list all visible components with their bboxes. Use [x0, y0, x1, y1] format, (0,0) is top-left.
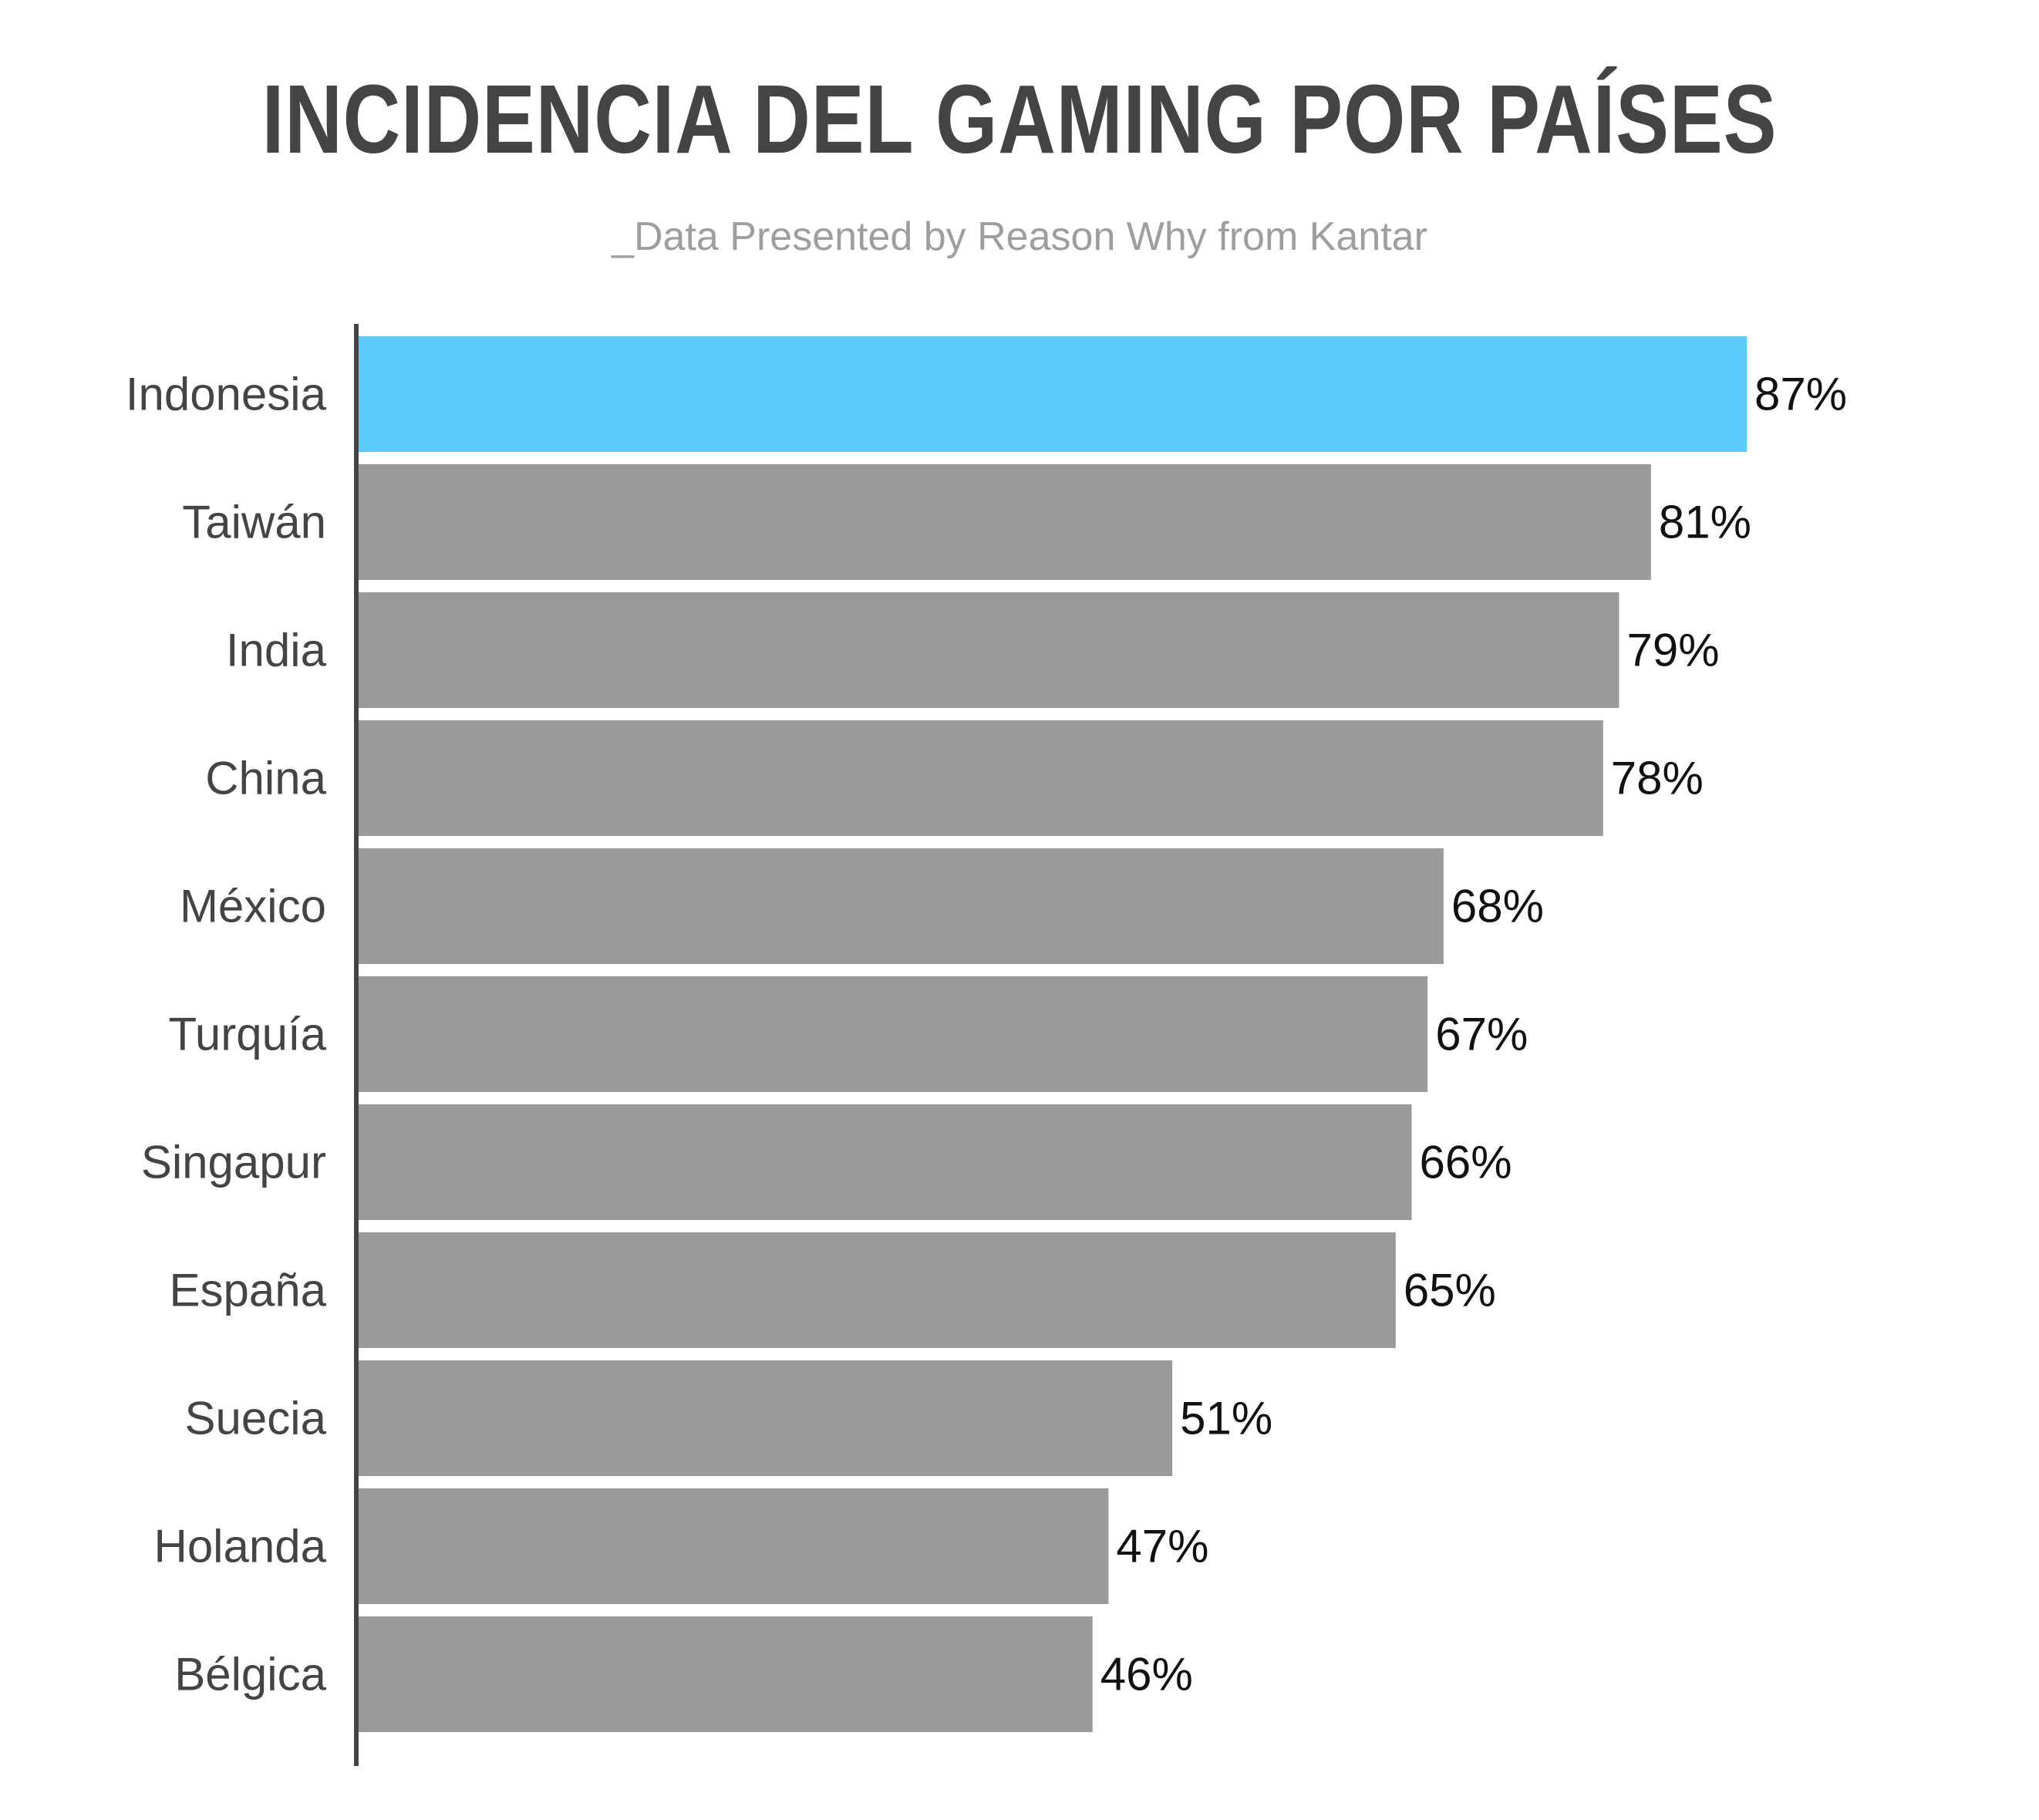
category-label: China: [205, 753, 326, 804]
value-label: 87%: [1754, 369, 1847, 420]
category-label: Turquía: [168, 1009, 326, 1060]
category-labels: Indonesia Taiwán India China México Turquía Si…: [126, 369, 327, 1700]
bar-3: [359, 720, 1603, 836]
category-label: Taiwán: [182, 497, 326, 548]
category-label: Bélgica: [174, 1649, 326, 1700]
bar-2: [359, 592, 1619, 708]
category-label: España: [170, 1265, 327, 1316]
value-label: 51%: [1180, 1393, 1272, 1444]
value-label: 47%: [1116, 1521, 1208, 1572]
bar-8: [359, 1360, 1173, 1476]
chart-subtitle: _Data Presented by Reason Why from Kanta…: [612, 214, 1427, 259]
bars-group: [359, 336, 1747, 1732]
bar-9: [359, 1488, 1109, 1604]
value-labels: 87% 81% 79% 78% 68% 67% 66% 65% 51% 47% 46%: [1100, 369, 1847, 1700]
bar-4: [359, 848, 1444, 964]
bar-10: [359, 1616, 1093, 1732]
value-label: 46%: [1100, 1649, 1193, 1700]
value-label: 65%: [1404, 1265, 1496, 1316]
bar-0: [359, 336, 1747, 452]
category-label: Indonesia: [126, 369, 327, 420]
category-label: México: [180, 881, 326, 932]
value-label: 79%: [1626, 625, 1719, 676]
value-label: 68%: [1451, 881, 1544, 932]
bar-5: [359, 976, 1428, 1092]
value-label: 67%: [1435, 1009, 1528, 1060]
chart-title: INCIDENCIA DEL GAMING POR PAÍSES: [261, 65, 1778, 174]
value-label: 66%: [1420, 1137, 1512, 1188]
bar-1: [359, 464, 1651, 580]
bar-7: [359, 1232, 1396, 1348]
value-label: 78%: [1611, 753, 1704, 804]
value-label: 81%: [1659, 497, 1751, 548]
category-label: India: [226, 625, 327, 676]
category-label: Suecia: [185, 1393, 327, 1444]
category-label: Holanda: [153, 1521, 326, 1572]
category-label: Singapur: [141, 1137, 326, 1188]
bar-6: [359, 1104, 1412, 1220]
